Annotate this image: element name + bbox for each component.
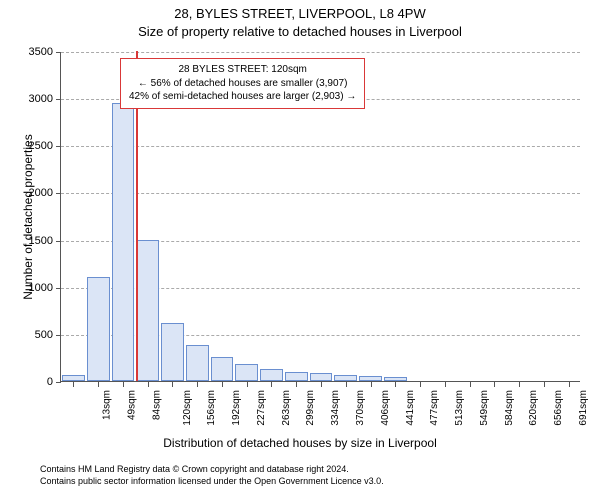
xtick-label: 156sqm [207, 390, 218, 426]
xtick-mark [346, 382, 347, 387]
bar [211, 357, 234, 382]
xtick-label: 370sqm [355, 390, 366, 426]
chart-container: 28, BYLES STREET, LIVERPOOL, L8 4PW Size… [0, 0, 600, 500]
copyright-line2: Contains public sector information licen… [40, 476, 384, 488]
xtick-mark [271, 382, 272, 387]
copyright-line1: Contains HM Land Registry data © Crown c… [40, 464, 384, 476]
ytick-mark [56, 52, 61, 53]
ytick-mark [56, 99, 61, 100]
xtick-label: 49sqm [127, 390, 138, 420]
xtick-label: 227sqm [256, 390, 267, 426]
xtick-label: 477sqm [429, 390, 440, 426]
xtick-mark [123, 382, 124, 387]
xtick-label: 584sqm [504, 390, 515, 426]
xtick-mark [197, 382, 198, 387]
ytick-label: 500 [21, 329, 53, 341]
xtick-mark [519, 382, 520, 387]
xtick-mark [222, 382, 223, 387]
bar [260, 369, 283, 381]
chart-subtitle: Size of property relative to detached ho… [0, 24, 600, 39]
xtick-mark [470, 382, 471, 387]
bar [235, 364, 258, 381]
bar [62, 375, 85, 381]
xtick-mark [445, 382, 446, 387]
bar [384, 377, 407, 381]
ytick-label: 1000 [21, 282, 53, 294]
annotation-line3: 42% of semi-detached houses are larger (… [129, 90, 356, 104]
xtick-mark [544, 382, 545, 387]
ytick-label: 3500 [21, 46, 53, 58]
x-axis-label: Distribution of detached houses by size … [0, 436, 600, 450]
xtick-label: 84sqm [151, 390, 162, 420]
xtick-mark [395, 382, 396, 387]
ytick-label: 3000 [21, 93, 53, 105]
xtick-label: 549sqm [479, 390, 490, 426]
bar [186, 345, 209, 381]
xtick-mark [494, 382, 495, 387]
xtick-mark [321, 382, 322, 387]
xtick-label: 620sqm [528, 390, 539, 426]
xtick-label: 441sqm [405, 390, 416, 426]
xtick-mark [148, 382, 149, 387]
ytick-mark [56, 382, 61, 383]
xtick-label: 263sqm [281, 390, 292, 426]
ytick-mark [56, 288, 61, 289]
ytick-label: 0 [21, 376, 53, 388]
gridline [61, 146, 580, 147]
ytick-mark [56, 335, 61, 336]
xtick-mark [371, 382, 372, 387]
xtick-mark [247, 382, 248, 387]
xtick-mark [73, 382, 74, 387]
copyright-text: Contains HM Land Registry data © Crown c… [40, 464, 384, 487]
bar [285, 372, 308, 381]
xtick-label: 120sqm [182, 390, 193, 426]
bar [161, 323, 184, 381]
ytick-mark [56, 193, 61, 194]
xtick-label: 334sqm [330, 390, 341, 426]
xtick-label: 513sqm [454, 390, 465, 426]
bar [359, 376, 382, 381]
xtick-label: 13sqm [102, 390, 113, 420]
xtick-label: 299sqm [306, 390, 317, 426]
xtick-mark [569, 382, 570, 387]
xtick-mark [98, 382, 99, 387]
xtick-mark [420, 382, 421, 387]
bar [136, 240, 159, 381]
annotation-line1: 28 BYLES STREET: 120sqm [129, 63, 356, 77]
gridline [61, 193, 580, 194]
xtick-label: 406sqm [380, 390, 391, 426]
xtick-mark [296, 382, 297, 387]
annotation-line2: ← 56% of detached houses are smaller (3,… [129, 77, 356, 91]
bar [87, 277, 110, 381]
bar [310, 373, 333, 381]
chart-title: 28, BYLES STREET, LIVERPOOL, L8 4PW [0, 6, 600, 21]
xtick-label: 691sqm [578, 390, 589, 426]
gridline [61, 52, 580, 53]
ytick-label: 1500 [21, 235, 53, 247]
ytick-label: 2500 [21, 140, 53, 152]
ytick-mark [56, 241, 61, 242]
ytick-label: 2000 [21, 187, 53, 199]
xtick-mark [172, 382, 173, 387]
ytick-mark [56, 146, 61, 147]
bar [112, 103, 135, 381]
xtick-label: 656sqm [553, 390, 564, 426]
xtick-label: 192sqm [231, 390, 242, 426]
annotation-box: 28 BYLES STREET: 120sqm ← 56% of detache… [120, 58, 365, 109]
bar [334, 375, 357, 381]
